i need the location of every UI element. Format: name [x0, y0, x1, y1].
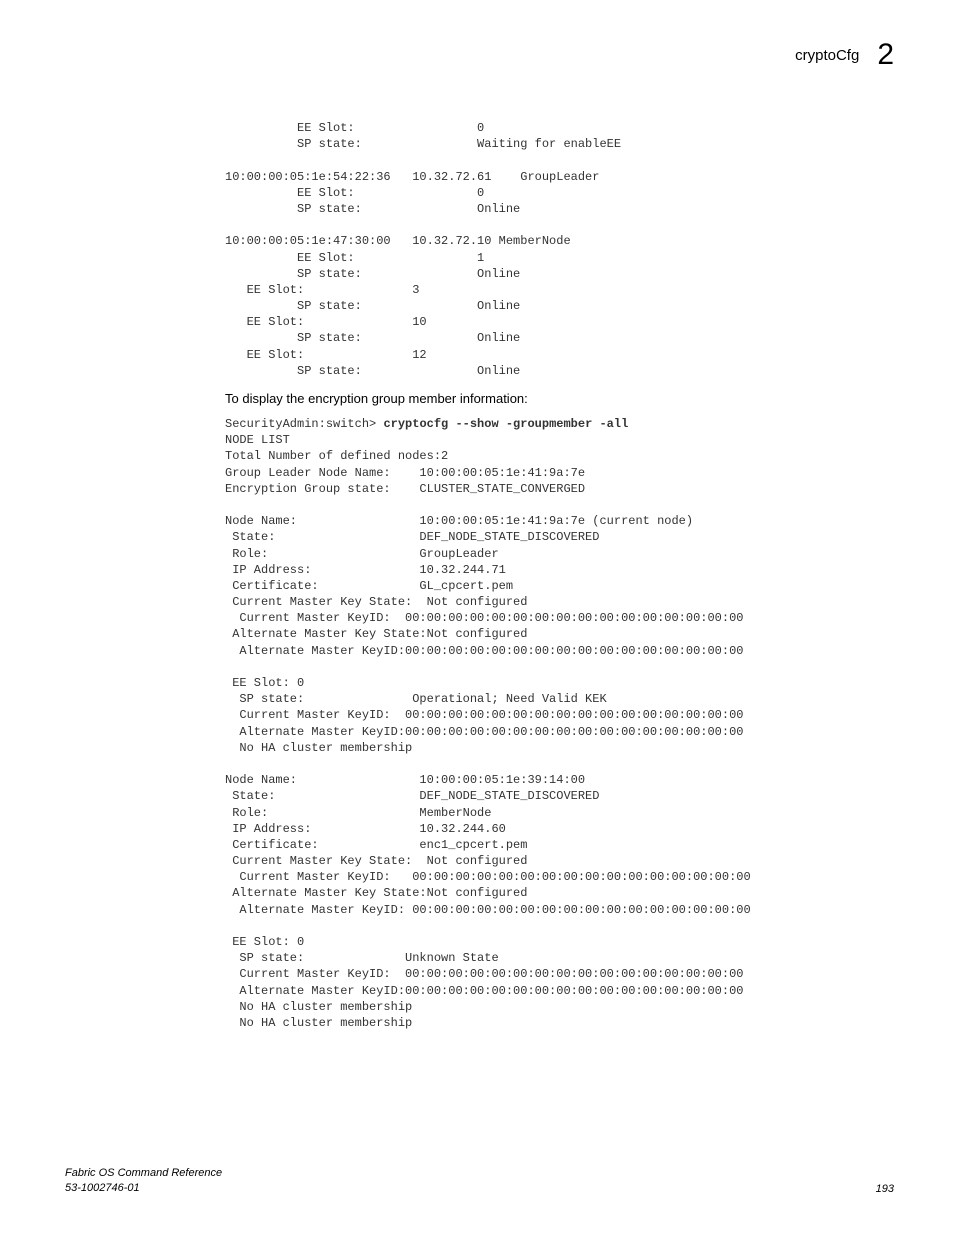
code-line: EE Slot: 10	[225, 315, 427, 329]
code-line: EE Slot: 12	[225, 348, 427, 362]
code-line: EE Slot: 0	[225, 186, 484, 200]
code-line: Certificate: GL_cpcert.pem	[225, 579, 513, 593]
command-text: cryptocfg --show -groupmember -all	[383, 417, 628, 431]
code-line: Encryption Group state: CLUSTER_STATE_CO…	[225, 482, 585, 496]
code-line: No HA cluster membership	[225, 1000, 412, 1014]
code-line: Role: MemberNode	[225, 806, 491, 820]
code-line: Current Master KeyID: 00:00:00:00:00:00:…	[225, 870, 751, 884]
page-footer: Fabric OS Command Reference 53-1002746-0…	[65, 1166, 894, 1195]
footer-docid: 53-1002746-01	[65, 1181, 222, 1195]
code-line: Alternate Master KeyID:00:00:00:00:00:00…	[225, 644, 743, 658]
code-line: SP state: Waiting for enableEE	[225, 137, 621, 151]
code-line: No HA cluster membership	[225, 1016, 412, 1030]
code-line: Current Master Key State: Not configured	[225, 854, 527, 868]
code-line: Alternate Master KeyID:00:00:00:00:00:00…	[225, 984, 743, 998]
code-line: Alternate Master Key State:Not configure…	[225, 886, 527, 900]
code-line: Alternate Master KeyID: 00:00:00:00:00:0…	[225, 903, 751, 917]
code-line: Total Number of defined nodes:2	[225, 449, 448, 463]
code-line: Group Leader Node Name: 10:00:00:05:1e:4…	[225, 466, 585, 480]
code-line: SP state: Online	[225, 267, 520, 281]
code-line: Current Master KeyID: 00:00:00:00:00:00:…	[225, 967, 743, 981]
code-block-2: SecurityAdmin:switch> cryptocfg --show -…	[225, 416, 895, 1031]
code-line: Current Master Key State: Not configured	[225, 595, 527, 609]
code-line: IP Address: 10.32.244.60	[225, 822, 506, 836]
code-line: SP state: Online	[225, 202, 520, 216]
code-line: Alternate Master KeyID:00:00:00:00:00:00…	[225, 725, 743, 739]
prompt-text: SecurityAdmin:switch>	[225, 417, 383, 431]
code-line: Node Name: 10:00:00:05:1e:39:14:00	[225, 773, 585, 787]
code-line: No HA cluster membership	[225, 741, 412, 755]
code-line: State: DEF_NODE_STATE_DISCOVERED	[225, 530, 599, 544]
code-line: SP state: Operational; Need Valid KEK	[225, 692, 607, 706]
chapter-number: 2	[877, 38, 894, 72]
code-line: Alternate Master Key State:Not configure…	[225, 627, 527, 641]
code-line: SP state: Unknown State	[225, 951, 499, 965]
code-line: Role: GroupLeader	[225, 547, 499, 561]
code-line: SP state: Online	[225, 364, 520, 378]
code-line: IP Address: 10.32.244.71	[225, 563, 506, 577]
code-line: Node Name: 10:00:00:05:1e:41:9a:7e (curr…	[225, 514, 693, 528]
code-line: EE Slot: 0	[225, 121, 484, 135]
code-line: EE Slot: 0	[225, 935, 304, 949]
page-content: EE Slot: 0 SP state: Waiting for enableE…	[225, 120, 895, 1031]
code-line: Current Master KeyID: 00:00:00:00:00:00:…	[225, 611, 743, 625]
code-block-1: EE Slot: 0 SP state: Waiting for enableE…	[225, 120, 895, 379]
code-line: SP state: Online	[225, 299, 520, 313]
code-line: EE Slot: 3	[225, 283, 419, 297]
code-line: Current Master KeyID: 00:00:00:00:00:00:…	[225, 708, 743, 722]
code-line: State: DEF_NODE_STATE_DISCOVERED	[225, 789, 599, 803]
code-line: 10:00:00:05:1e:47:30:00 10.32.72.10 Memb…	[225, 234, 571, 248]
code-line: Certificate: enc1_cpcert.pem	[225, 838, 527, 852]
code-line: SP state: Online	[225, 331, 520, 345]
footer-title: Fabric OS Command Reference	[65, 1166, 222, 1180]
caption-text: To display the encryption group member i…	[225, 391, 895, 406]
code-line: NODE LIST	[225, 433, 290, 447]
page-number: 193	[876, 1183, 894, 1195]
code-line: EE Slot: 0	[225, 676, 304, 690]
page-header: cryptoCfg 2	[795, 38, 894, 72]
footer-left: Fabric OS Command Reference 53-1002746-0…	[65, 1166, 222, 1195]
code-line: EE Slot: 1	[225, 251, 484, 265]
code-line: 10:00:00:05:1e:54:22:36 10.32.72.61 Grou…	[225, 170, 599, 184]
header-label: cryptoCfg	[795, 47, 859, 64]
